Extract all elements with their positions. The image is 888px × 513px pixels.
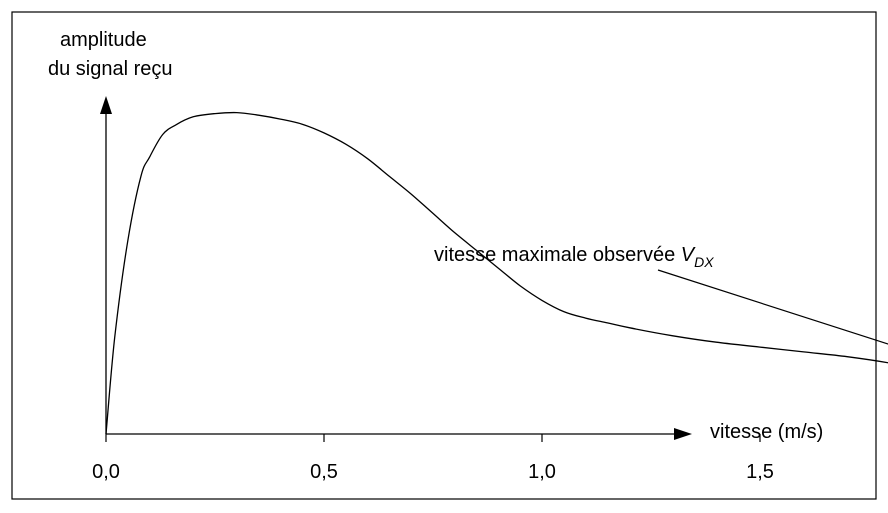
x-tick-label: 1,5 (746, 461, 774, 483)
x-tick-label: 1,0 (528, 461, 556, 483)
y-axis-label-line1: amplitude (60, 29, 147, 51)
x-ticks: 0,00,51,01,52,02,5 (92, 434, 774, 483)
x-tick-label: 0,5 (310, 461, 338, 483)
y-axis-label-line2: du signal reçu (48, 58, 173, 80)
data-curve (105, 111, 888, 435)
x-tick-label: 0,0 (92, 461, 120, 483)
annotation-label: vitesse maximale observée VDX (434, 244, 714, 270)
annotation-text: vitesse maximale observée (434, 244, 681, 266)
chart-border (11, 11, 877, 500)
x-axis-label: vitesse (m/s) (710, 421, 823, 443)
annotation-symbol: V (681, 244, 696, 266)
annotation-subscript: DX (694, 254, 714, 270)
x-axis-arrow (674, 428, 692, 440)
annotation-arrow-line (657, 269, 888, 345)
y-axis-arrow (100, 96, 112, 114)
